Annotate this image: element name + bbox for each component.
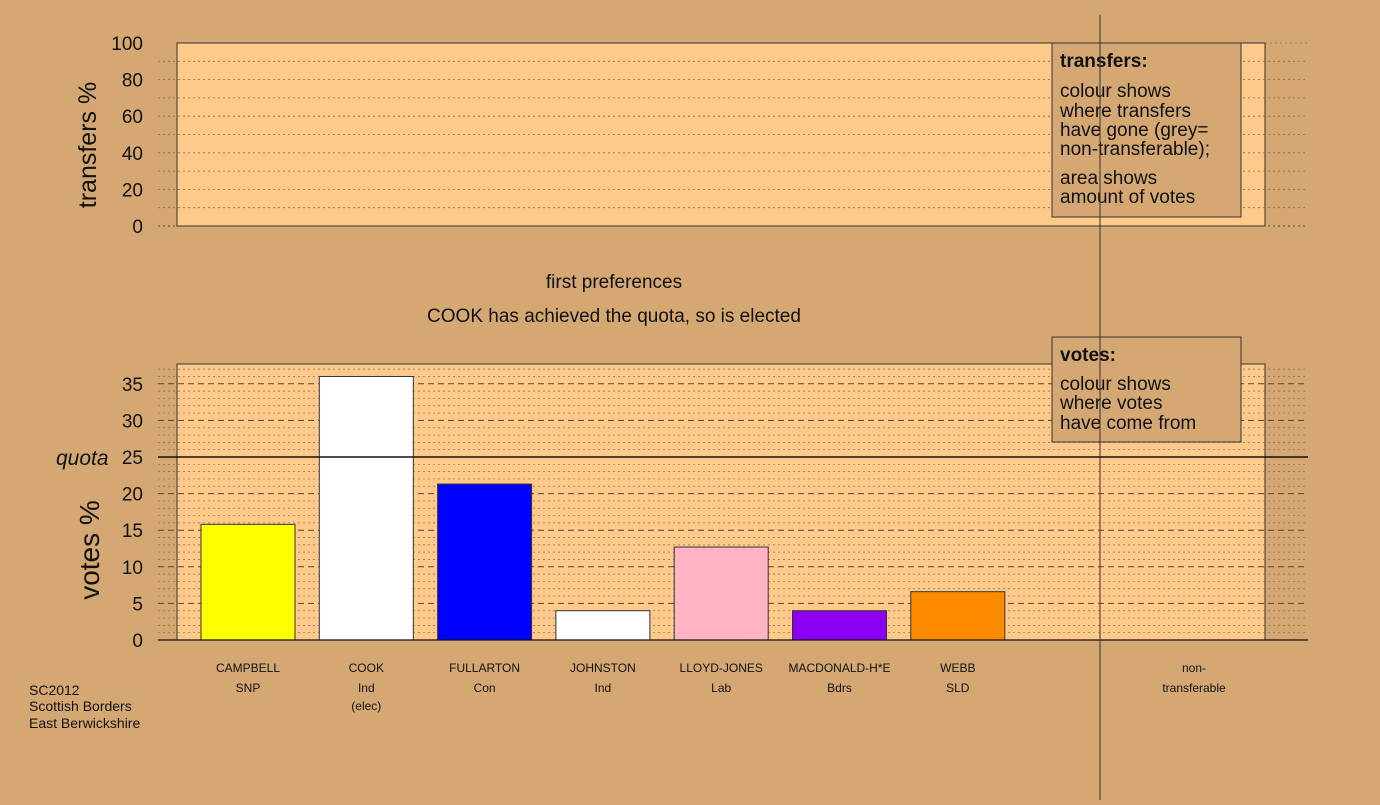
votes-bar [437,483,533,641]
votes-bar [555,610,651,641]
category-labels: CAMPBELL SNP COOK Ind (elec) FULLARTON Con JOHN… [216,661,975,713]
transfers-legend-line: amount of votes [1060,187,1195,208]
candidate-name-label: WEBB [940,661,975,675]
votes-bar [318,375,414,641]
candidate-party-label: SLD [946,681,970,695]
candidate-name-label: CAMPBELL [216,661,280,675]
footer-line: Scottish Borders [29,698,132,714]
transfers-tick-label: 100 [111,34,143,55]
votes-tick-label: 10 [122,558,143,579]
footer-line: East Berwickshire [29,715,140,731]
transfers-legend-line: where transfers [1059,101,1191,122]
transfers-legend-line: have gone (grey= [1060,120,1208,141]
votes-bar [910,591,1006,641]
transfers-y-ticks: 0 20 40 60 80 100 [111,34,143,238]
votes-legend-line: where votes [1059,393,1162,414]
transfers-tick-label: 20 [122,180,143,201]
transfers-legend: transfers: colour shows where transfers … [1051,42,1242,218]
transfers-panel: 0 20 40 60 80 100 transfers % transfers: colo… [74,34,1308,238]
votes-legend-box [1051,336,1242,443]
transfers-tick-label: 40 [122,144,143,165]
transfers-y-axis-label: transfers % [74,82,102,208]
votes-tick-label: 30 [122,411,143,432]
votes-legend-title: votes: [1060,345,1116,366]
candidate-status-label: (elec) [351,699,381,713]
candidate-name-label: LLOYD-JONES [680,661,763,675]
votes-panel: 0 5 10 15 20 25 30 35 quota votes % votes: colo… [56,336,1308,652]
votes-bar [200,523,296,641]
votes-tick-label: 5 [132,594,143,615]
election-status: COOK has achieved the quota, so is elect… [427,306,801,327]
quota-label: quota [56,447,109,470]
transfers-grid [158,42,1308,227]
transfers-tick-label: 60 [122,107,143,128]
votes-legend-line: have come from [1060,413,1196,434]
votes-y-axis-label: votes % [74,500,105,600]
votes-y-ticks: 0 5 10 15 20 25 30 35 [122,375,143,652]
transfers-legend-title: transfers: [1060,51,1148,72]
candidate-party-label: Bdrs [827,681,852,695]
nontransferable-label: transferable [1162,681,1226,695]
transfers-tick-label: 0 [132,217,143,238]
nontransferable-label: non- [1182,661,1206,675]
votes-bar [792,610,887,641]
candidate-party-label: Ind [358,681,375,695]
votes-tick-label: 25 [122,448,143,469]
votes-tick-label: 20 [122,485,143,506]
candidate-party-label: Lab [711,681,731,695]
candidate-name-label: COOK [349,661,384,675]
transfers-legend-box [1051,42,1242,218]
transfers-legend-line: area shows [1060,168,1157,189]
candidate-party-label: Con [474,681,496,695]
transfers-legend-line: non-transferable); [1060,139,1210,160]
votes-tick-label: 15 [122,521,143,542]
candidate-name-label: MACDONALD-H*E [788,661,890,675]
candidate-party-label: SNP [236,681,261,695]
candidate-name-label: FULLARTON [449,661,520,675]
votes-bar [673,546,769,641]
candidate-party-label: Ind [595,681,612,695]
transfers-tick-label: 80 [122,71,143,92]
transfers-legend-line: colour shows [1060,81,1171,102]
votes-legend-line: colour shows [1060,374,1171,395]
candidate-name-label: JOHNSTON [570,661,636,675]
votes-legend: votes: colour shows where votes have com… [1051,336,1242,443]
stage-title: first preferences [546,272,682,293]
votes-tick-label: 0 [132,631,143,652]
votes-tick-label: 35 [122,375,143,396]
footer-line: SC2012 [29,682,80,698]
